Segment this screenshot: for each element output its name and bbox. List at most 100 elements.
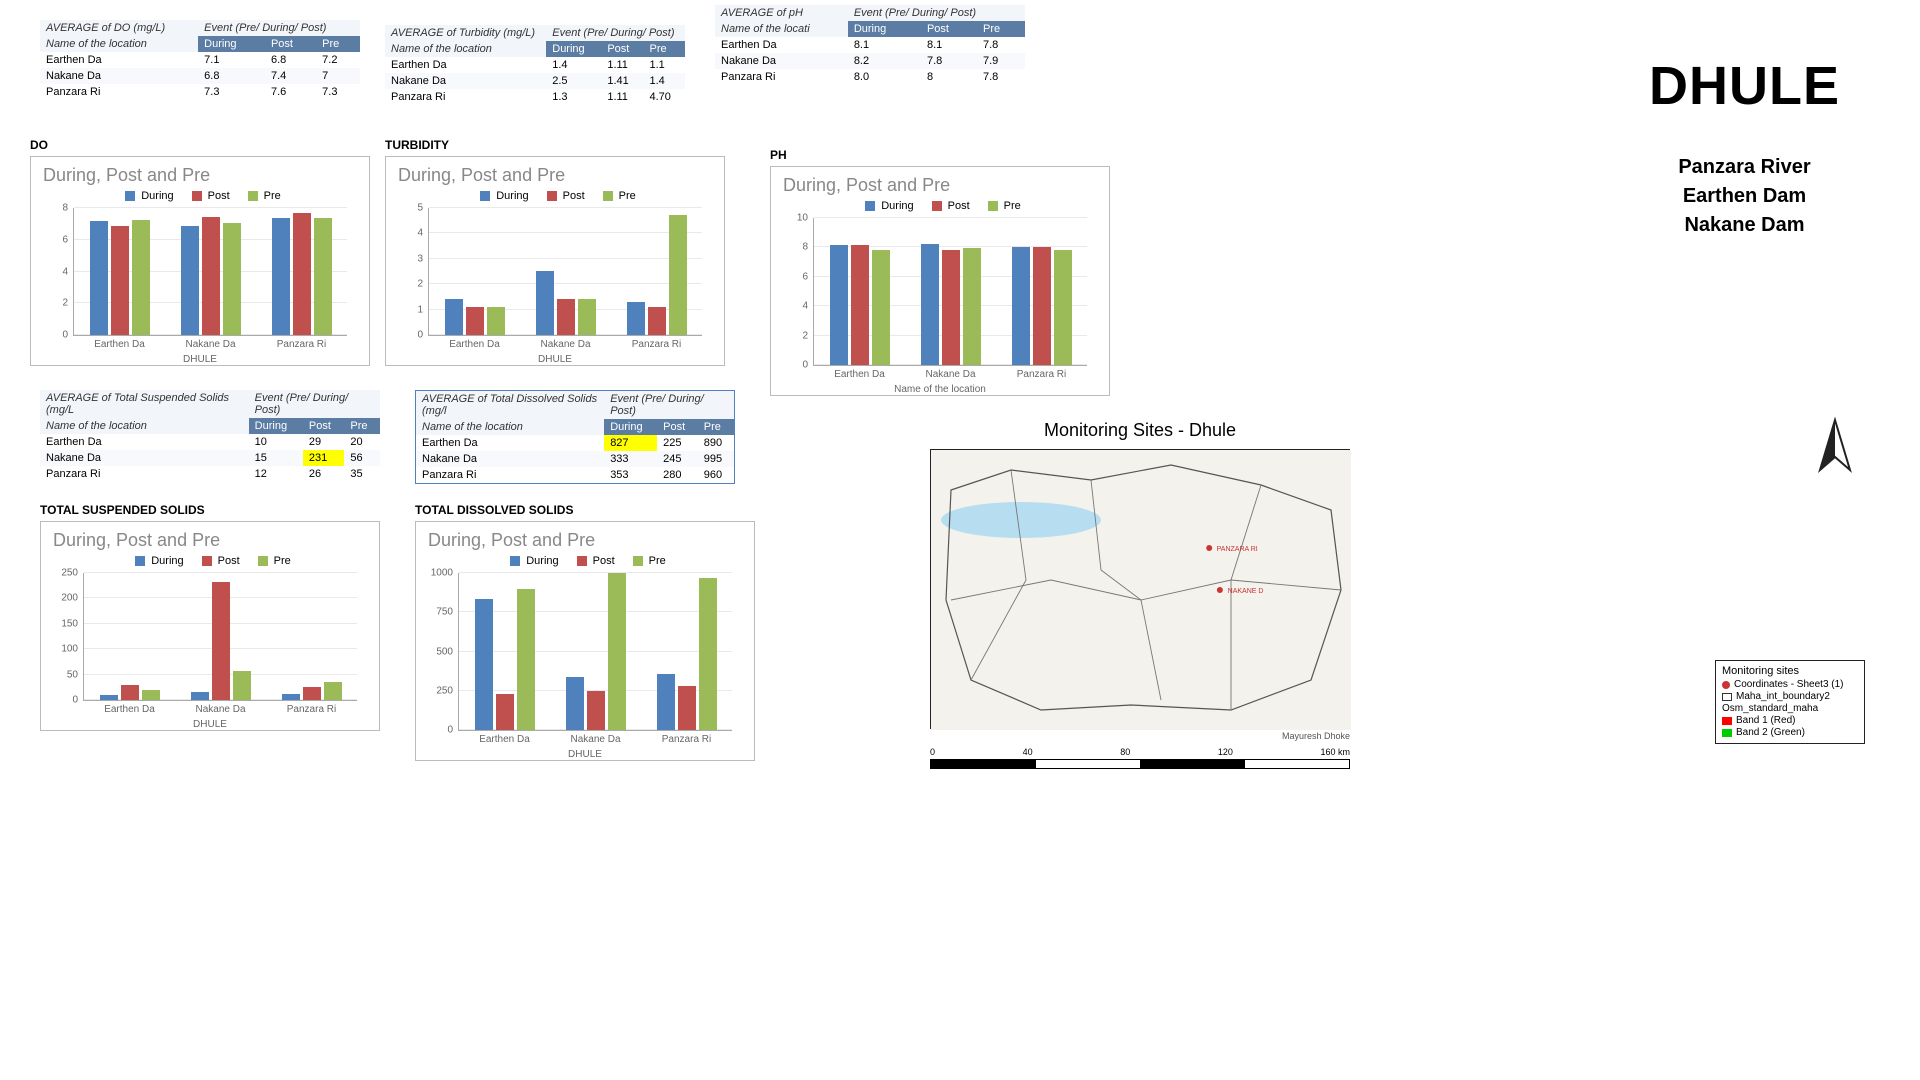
bar [111,226,129,335]
page-title: DHULE [1649,55,1840,117]
do-chart: During, Post and PreDuringPostPre02468Ea… [30,156,370,366]
bar [657,674,675,730]
x-axis-label: Name of the location [783,384,1097,395]
bar [202,217,220,335]
bar-group [830,245,890,365]
subtitle-2: Earthen Dam [1649,182,1840,211]
chart-title: During, Post and Pre [783,175,1097,196]
subtitle-block: Panzara River Earthen Dam Nakane Dam [1649,153,1840,240]
bar [851,245,869,365]
turb-table-section: AVERAGE of Turbidity (mg/L)Event (Pre/ D… [385,25,685,105]
x-tick-label: Panzara Ri [287,704,336,715]
ph-chart-section: PH During, Post and PreDuringPostPre0246… [770,140,1110,396]
bar [678,686,696,730]
tss-chart-section: TOTAL SUSPENDED SOLIDS During, Post and … [40,495,380,731]
x-tick-label: Earthen Da [449,339,500,350]
do-table: AVERAGE of DO (mg/L)Event (Pre/ During/ … [40,20,360,100]
tds-table-section: AVERAGE of Total Dissolved Solids (mg/lE… [415,390,735,484]
bar-group [445,299,505,335]
bar [1012,247,1030,365]
bar-group [1012,247,1072,365]
bar [191,692,209,700]
ph-chart-label: PH [770,148,1110,162]
bar-group [90,220,150,335]
bar [233,671,251,700]
bar [223,223,241,335]
turb-chart-section: TURBIDITY During, Post and Pre DuringPost… [385,130,725,366]
tds-chart-label: TOTAL DISSOLVED SOLIDS [415,503,755,517]
x-tick-label: Earthen Da [94,339,145,350]
bar-group [536,271,596,335]
bar-group [475,589,535,730]
x-tick-label: Nakane Da [570,734,620,745]
bar [1033,247,1051,365]
do-chart-label: DO [30,138,370,152]
bar-group [100,685,160,700]
bar [100,695,118,700]
map-scale-ticks: 0 40 80 120 160 km [930,747,1350,757]
chart-legend: DuringPostPre [428,555,742,567]
bar [627,302,645,335]
bar [212,582,230,700]
turb-table: AVERAGE of Turbidity (mg/L)Event (Pre/ D… [385,25,685,105]
bar [181,226,199,335]
map-legend-title: Monitoring sites [1722,665,1858,677]
bar [496,694,514,730]
map-title: Monitoring Sites - Dhule [870,420,1410,441]
bar [608,573,626,730]
map-legend-item: Maha_int_boundary2 [1722,691,1858,702]
x-tick-label: Panzara Ri [632,339,681,350]
tss-chart-label: TOTAL SUSPENDED SOLIDS [40,503,380,517]
bar-group [566,573,626,730]
bar [578,299,596,335]
bar [566,677,584,730]
bar [466,307,484,335]
turb-chart: During, Post and Pre DuringPostPre 012345E… [385,156,725,366]
bar [872,250,890,365]
bar [282,694,300,700]
x-axis-label: DHULE [428,749,742,760]
chart-plot: 050100150200250Earthen DaNakane DaPanzar… [83,573,357,701]
tds-table: AVERAGE of Total Dissolved Solids (mg/lE… [416,391,734,483]
subtitle-3: Nakane Dam [1649,211,1840,240]
x-tick-label: Nakane Da [925,369,975,380]
chart-legend: DuringPostPre [783,200,1097,212]
chart-plot: 012345Earthen DaNakane DaPanzara Ri [428,208,702,336]
subtitle-1: Panzara River [1649,153,1840,182]
chart-title: During, Post and Pre [43,165,357,186]
bar [272,218,290,335]
x-axis-label: DHULE [398,354,712,365]
bar [536,271,554,335]
bar [487,307,505,335]
chart-legend: DuringPostPre [398,190,712,202]
chart-title: During, Post and Pre [428,530,742,551]
map-legend-item: Osm_standard_maha [1722,703,1858,714]
map-box: PANZARA RI NAKANE D [930,449,1350,729]
map-legend-item: Coordinates - Sheet3 (1) [1722,679,1858,690]
bar [557,299,575,335]
tds-chart-section: TOTAL DISSOLVED SOLIDS During, Post and … [415,495,755,761]
bar [475,599,493,730]
bar [132,220,150,335]
bar [303,687,321,700]
bar [517,589,535,730]
tds-chart: During, Post and PreDuringPostPre0250500… [415,521,755,761]
chart-title: During, Post and Pre [398,165,712,186]
bar [142,690,160,700]
bar [121,685,139,700]
ph-table: AVERAGE of pHEvent (Pre/ During/ Post)Na… [715,5,1025,85]
bar-group [272,213,332,335]
bar-group [657,578,717,730]
bar [963,248,981,365]
bar [324,682,342,700]
map-marker: NAKANE D [1217,580,1263,598]
x-tick-label: Nakane Da [185,339,235,350]
bar [587,691,605,730]
x-axis-label: DHULE [43,354,357,365]
x-tick-label: Earthen Da [104,704,155,715]
bar [830,245,848,365]
turb-chart-label: TURBIDITY [385,138,725,152]
x-tick-label: Nakane Da [195,704,245,715]
bar [445,299,463,335]
bar [293,213,311,335]
